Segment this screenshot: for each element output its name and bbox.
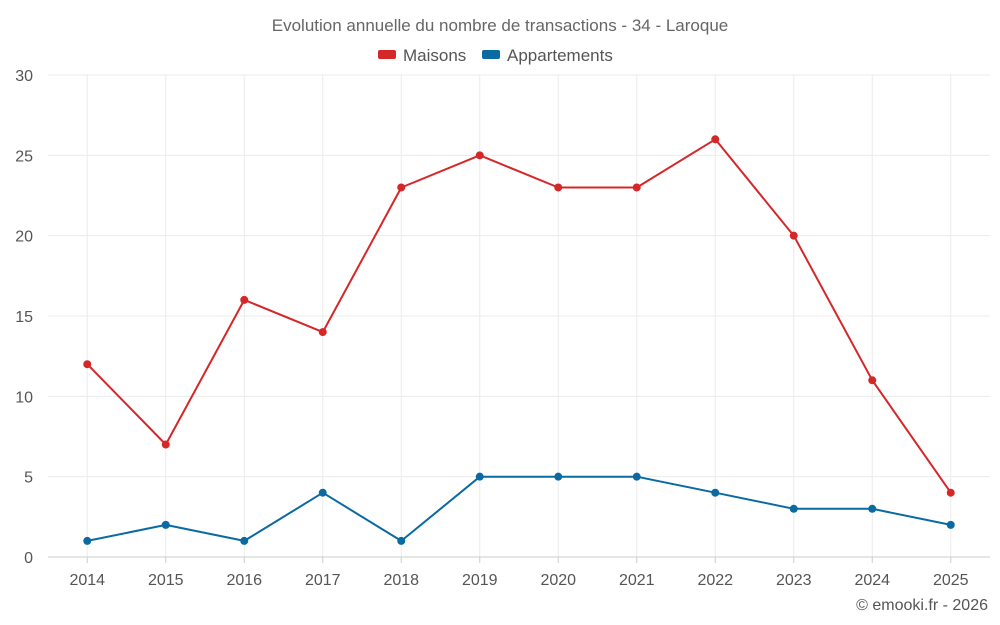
x-tick-label: 2025	[933, 572, 969, 589]
y-tick-label: 5	[24, 470, 33, 487]
data-point-appartements[interactable]	[318, 488, 327, 497]
grid	[48, 74, 990, 557]
data-point-maisons[interactable]	[83, 360, 92, 369]
data-point-appartements[interactable]	[83, 536, 92, 545]
data-point-appartements[interactable]	[554, 472, 563, 481]
data-point-maisons[interactable]	[632, 183, 641, 192]
data-point-maisons[interactable]	[554, 183, 563, 192]
chart-title: Evolution annuelle du nombre de transact…	[272, 16, 728, 35]
credit-text: © emooki.fr - 2026	[856, 597, 988, 614]
data-point-maisons[interactable]	[946, 488, 955, 497]
data-point-appartements[interactable]	[397, 536, 406, 545]
series	[83, 135, 955, 545]
data-point-appartements[interactable]	[240, 536, 249, 545]
legend-swatch-appartements	[482, 50, 500, 59]
data-point-appartements[interactable]	[946, 520, 955, 529]
y-tick-label: 10	[15, 389, 33, 406]
data-point-appartements[interactable]	[868, 504, 877, 513]
data-point-appartements[interactable]	[711, 488, 720, 497]
x-tick-label: 2017	[305, 572, 341, 589]
x-tick-label: 2019	[462, 572, 498, 589]
x-tick-label: 2018	[383, 572, 419, 589]
x-tick-label: 2016	[226, 572, 262, 589]
y-tick-label: 25	[15, 148, 33, 165]
series-line-appartements	[87, 475, 952, 542]
y-tick-label: 0	[24, 550, 33, 567]
data-point-maisons[interactable]	[240, 295, 249, 304]
x-tick-label: 2020	[540, 572, 576, 589]
x-tick-label: 2021	[619, 572, 655, 589]
x-tick-label: 2023	[776, 572, 812, 589]
legend: Maisons Appartements	[378, 46, 613, 65]
data-point-maisons[interactable]	[868, 376, 877, 385]
legend-swatch-maisons	[378, 50, 396, 59]
data-point-maisons[interactable]	[711, 135, 720, 144]
y-tick-label: 30	[15, 68, 33, 85]
y-tick-label: 20	[15, 229, 33, 246]
data-point-appartements[interactable]	[789, 504, 798, 513]
x-tick-label: 2022	[697, 572, 733, 589]
data-point-maisons[interactable]	[475, 151, 484, 160]
x-tick-label: 2024	[854, 572, 890, 589]
data-point-maisons[interactable]	[397, 183, 406, 192]
data-point-appartements[interactable]	[475, 472, 484, 481]
x-tick-label: 2015	[148, 572, 184, 589]
series-appartements	[83, 472, 955, 545]
data-point-maisons[interactable]	[161, 440, 170, 449]
x-tick-label: 2014	[69, 572, 105, 589]
series-maisons	[83, 135, 955, 497]
y-tick-label: 15	[15, 309, 33, 326]
data-point-appartements[interactable]	[632, 472, 641, 481]
data-point-maisons[interactable]	[789, 231, 798, 240]
legend-label-appartements: Appartements	[507, 46, 613, 65]
legend-item-appartements[interactable]: Appartements	[482, 46, 613, 65]
legend-label-maisons: Maisons	[403, 46, 466, 65]
data-point-appartements[interactable]	[161, 520, 170, 529]
legend-item-maisons[interactable]: Maisons	[378, 46, 466, 65]
series-line-maisons	[86, 138, 952, 494]
data-point-maisons[interactable]	[318, 328, 327, 337]
